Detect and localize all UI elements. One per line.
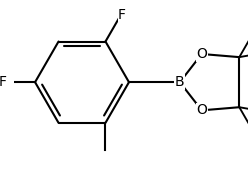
Text: O: O: [196, 47, 207, 61]
Text: O: O: [196, 103, 207, 117]
Text: B: B: [175, 75, 185, 89]
Text: F: F: [0, 75, 7, 89]
Text: F: F: [118, 8, 126, 22]
